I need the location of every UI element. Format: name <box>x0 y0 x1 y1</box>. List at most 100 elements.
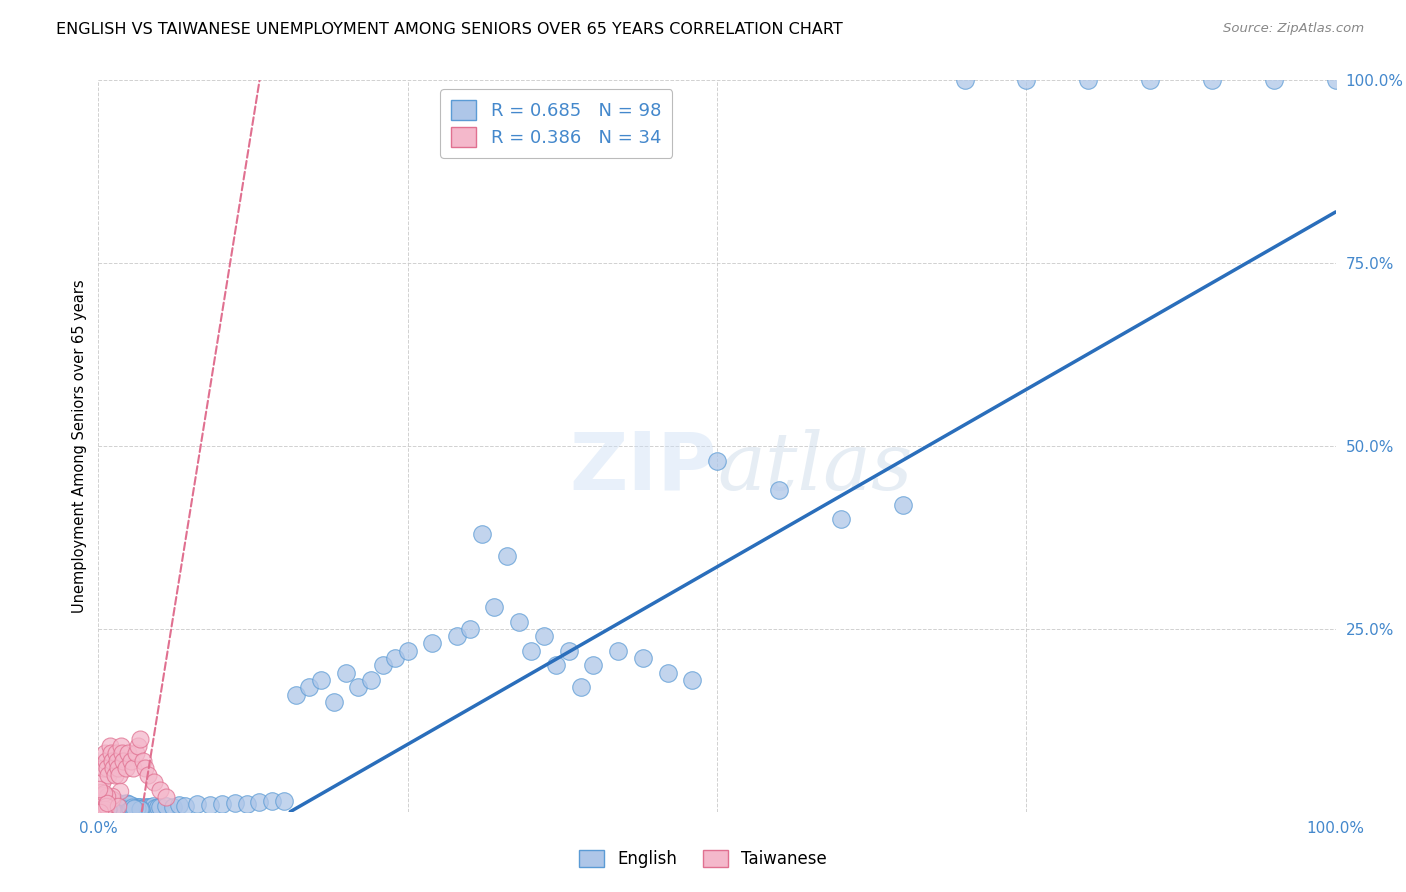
Point <box>101 800 124 814</box>
Point <box>118 800 141 814</box>
Point <box>96 797 118 811</box>
Point <box>236 797 259 811</box>
Point <box>101 754 124 768</box>
Point <box>224 796 246 810</box>
Point <box>103 805 125 819</box>
Point <box>111 798 134 813</box>
Point <box>114 801 136 815</box>
Point <box>110 784 132 798</box>
Point <box>103 803 125 817</box>
Point <box>112 754 135 768</box>
Point <box>384 651 406 665</box>
Point <box>94 802 117 816</box>
Point <box>114 796 136 810</box>
Point <box>98 798 121 813</box>
Point <box>167 798 190 813</box>
Point <box>371 658 394 673</box>
Point <box>87 803 110 817</box>
Point <box>97 801 120 815</box>
Point <box>100 801 122 815</box>
Point <box>115 799 138 814</box>
Point <box>107 803 129 817</box>
Point <box>89 801 111 815</box>
Point <box>101 792 124 806</box>
Point <box>396 644 419 658</box>
Point <box>103 798 125 813</box>
Point <box>97 799 120 814</box>
Point <box>93 746 115 760</box>
Point <box>91 795 114 809</box>
Point <box>90 801 112 815</box>
Point <box>129 799 152 814</box>
Point <box>122 798 145 813</box>
Point <box>360 673 382 687</box>
Point <box>118 803 141 817</box>
Point <box>155 798 177 813</box>
Point <box>121 801 143 815</box>
Point <box>107 799 129 814</box>
Point <box>117 803 139 817</box>
Point <box>105 805 128 819</box>
Point <box>122 761 145 775</box>
Point <box>471 526 494 541</box>
Point <box>93 797 115 811</box>
Point <box>139 800 162 814</box>
Point <box>198 798 221 813</box>
Point <box>101 805 124 819</box>
Point <box>121 799 143 814</box>
Point <box>103 768 125 782</box>
Point <box>631 651 654 665</box>
Point <box>114 805 136 819</box>
Point <box>143 775 166 789</box>
Point <box>146 799 169 814</box>
Point <box>91 804 114 818</box>
Point <box>87 793 110 807</box>
Point <box>657 665 679 680</box>
Point <box>120 802 142 816</box>
Point <box>186 797 208 812</box>
Point <box>97 798 120 813</box>
Point <box>93 786 115 800</box>
Point <box>96 796 118 810</box>
Point <box>91 797 114 812</box>
Point <box>768 483 790 497</box>
Point <box>112 801 135 815</box>
Point <box>91 789 114 803</box>
Point <box>114 761 136 775</box>
Point <box>162 799 184 814</box>
Point <box>93 802 115 816</box>
Point <box>347 681 370 695</box>
Point <box>94 804 117 818</box>
Point <box>117 746 139 760</box>
Point <box>96 761 118 775</box>
Point <box>89 801 111 815</box>
Point <box>91 794 114 808</box>
Y-axis label: Unemployment Among Seniors over 65 years: Unemployment Among Seniors over 65 years <box>72 279 87 613</box>
Point <box>93 792 115 806</box>
Point <box>103 805 125 819</box>
Point <box>142 798 165 813</box>
Point <box>90 797 112 812</box>
Point <box>247 795 270 809</box>
Point <box>127 739 149 753</box>
Point <box>1139 73 1161 87</box>
Text: ZIP: ZIP <box>569 429 717 507</box>
Point <box>557 644 579 658</box>
Point <box>132 754 155 768</box>
Text: ENGLISH VS TAIWANESE UNEMPLOYMENT AMONG SENIORS OVER 65 YEARS CORRELATION CHART: ENGLISH VS TAIWANESE UNEMPLOYMENT AMONG … <box>56 22 844 37</box>
Point <box>132 801 155 815</box>
Point <box>108 768 131 782</box>
Point <box>273 794 295 808</box>
Point <box>100 746 122 760</box>
Point <box>107 799 129 814</box>
Point <box>107 803 129 817</box>
Point <box>89 804 111 818</box>
Point <box>285 688 308 702</box>
Point <box>120 754 142 768</box>
Point <box>508 615 530 629</box>
Point <box>93 790 115 805</box>
Point <box>97 768 120 782</box>
Point <box>174 798 197 813</box>
Point <box>118 797 141 811</box>
Point <box>1324 73 1347 87</box>
